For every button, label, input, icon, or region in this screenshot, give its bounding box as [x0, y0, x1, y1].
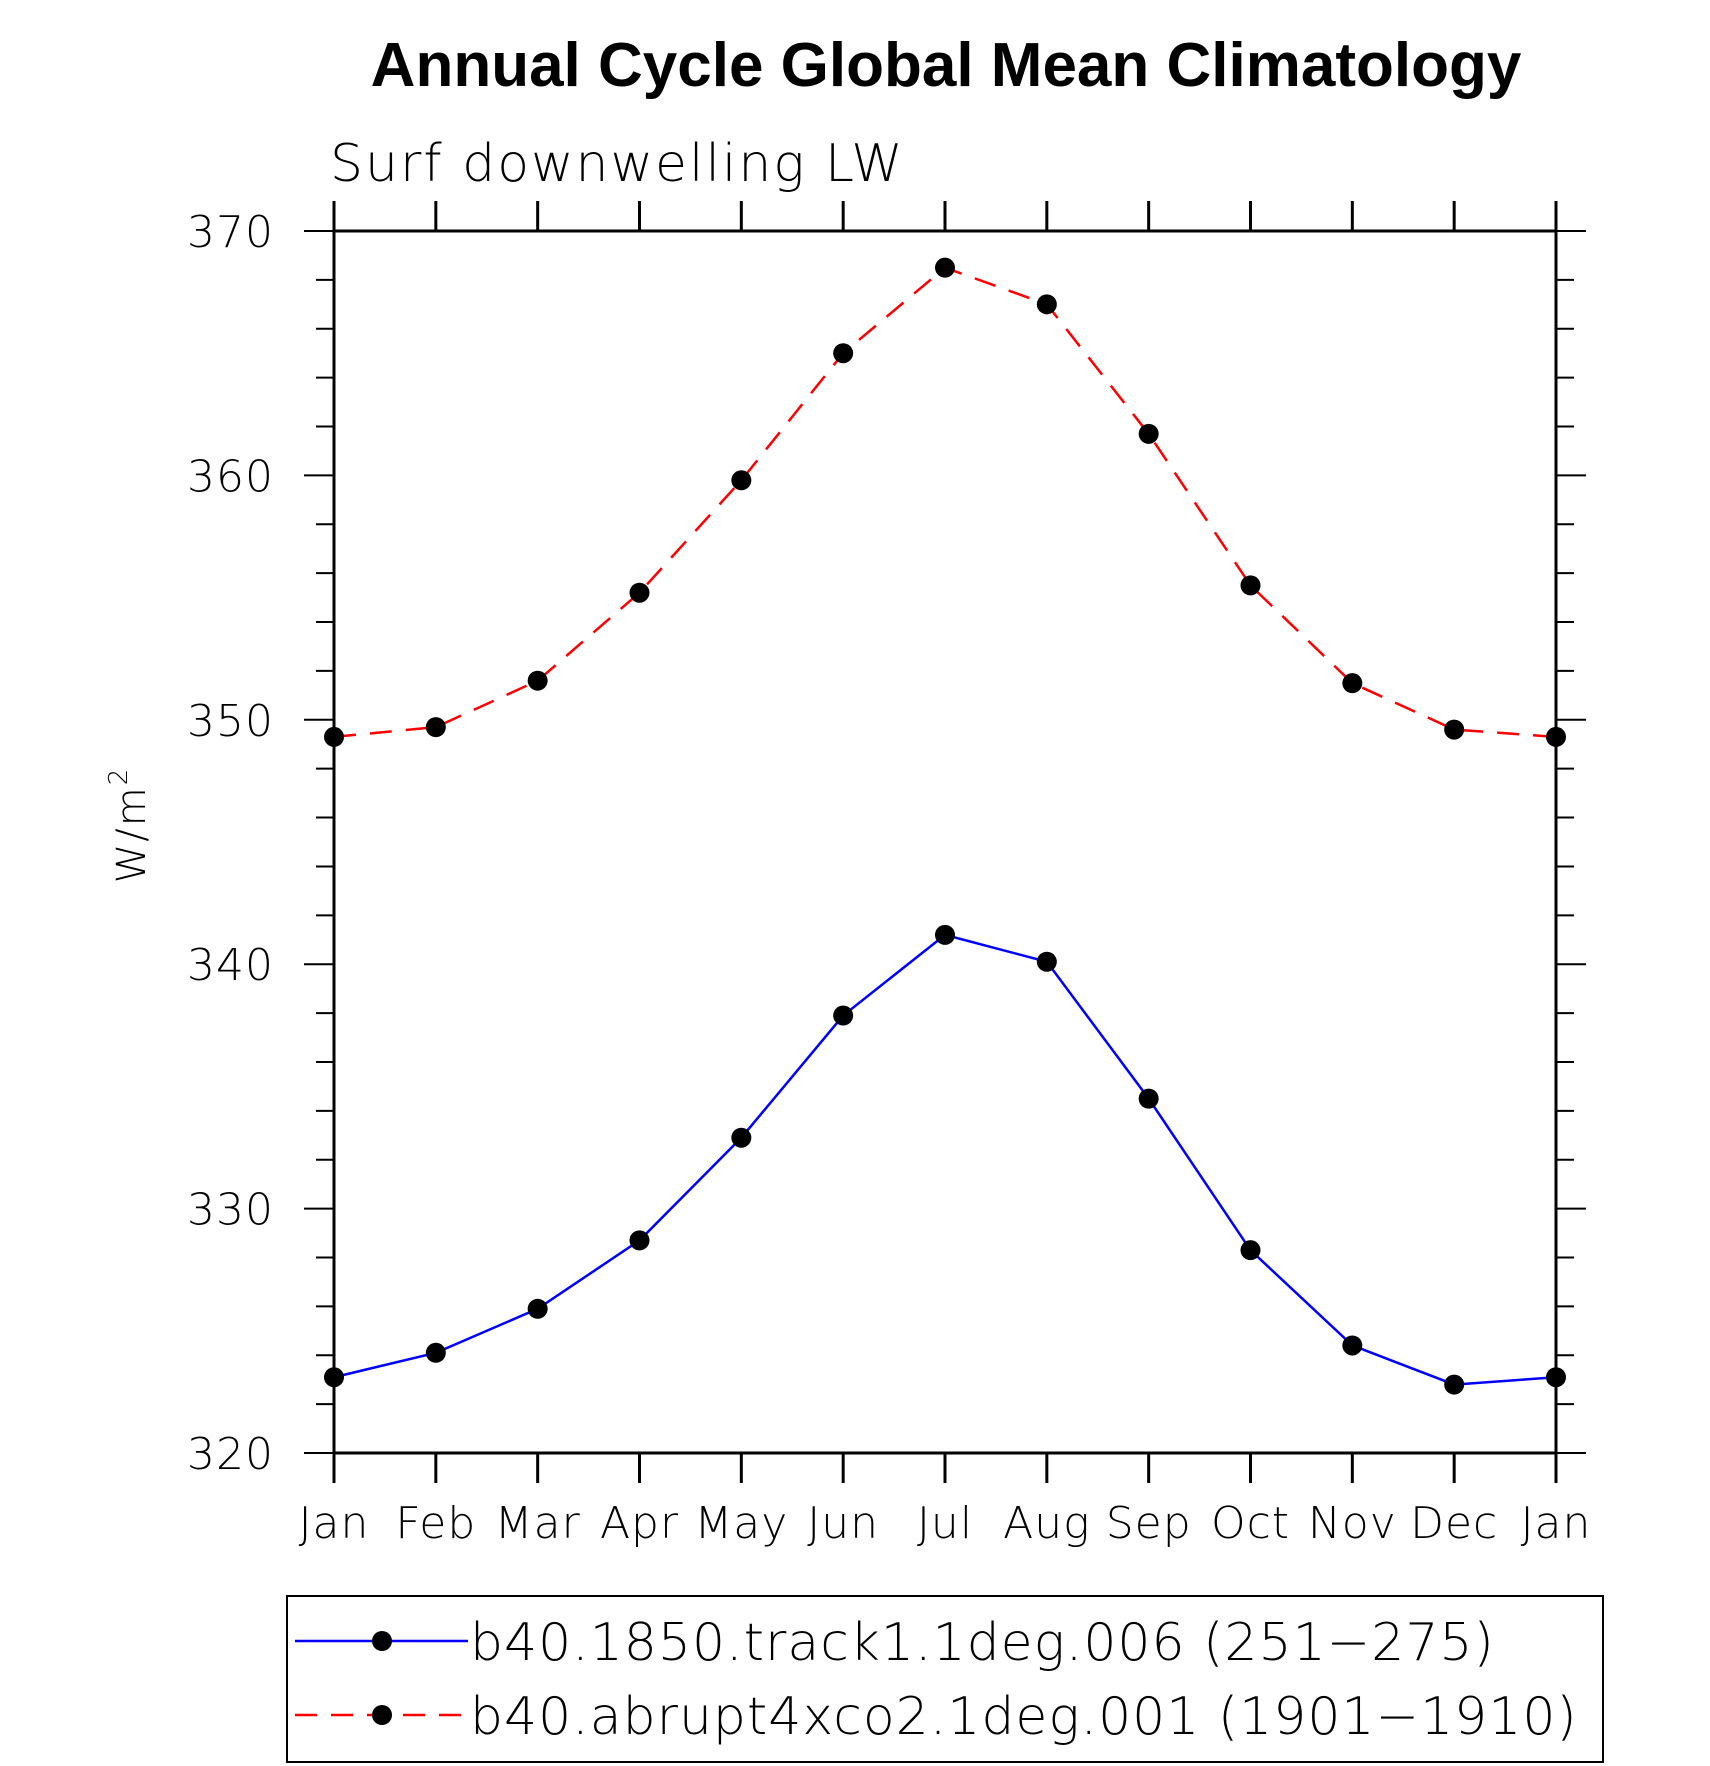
series-1-point	[1342, 1335, 1363, 1356]
y-tick-label: 330	[187, 1185, 274, 1236]
series-1-point	[935, 924, 955, 945]
series-1-point	[1036, 951, 1057, 972]
series-2-point	[1036, 294, 1057, 315]
legend-marker-1	[372, 1631, 392, 1651]
series-2-point	[324, 726, 344, 747]
series-1-point	[324, 1367, 344, 1388]
series-layer	[324, 257, 1566, 1395]
legend-label-1: b40.1850.track1.1deg.006 (251−275)	[470, 1613, 1495, 1673]
series-2-point	[935, 257, 955, 278]
series-2-point	[1240, 575, 1261, 596]
series-1-point	[629, 1230, 650, 1251]
x-tick-label: Jan	[299, 1498, 370, 1549]
x-tick-label: Apr	[600, 1498, 679, 1549]
chart-subtitle: Surf downwelling LW	[330, 134, 905, 194]
y-axis-label-superscript: 2	[104, 767, 134, 786]
series-1-point	[527, 1298, 548, 1319]
series-2-point	[1138, 423, 1159, 444]
x-tick-label: May	[694, 1498, 788, 1549]
x-tick-label: Jun	[807, 1498, 879, 1549]
y-tick-label: 340	[187, 940, 274, 991]
x-tick-label: Nov	[1308, 1498, 1397, 1549]
y-tick-label: 360	[187, 451, 274, 502]
series-line-2	[333, 266, 1557, 739]
y-tick-label: 320	[187, 1429, 274, 1480]
x-tick-label: Jul	[917, 1498, 973, 1549]
y-axis-label: W/m2	[104, 767, 155, 884]
series-2-point	[425, 717, 446, 738]
series-1-point	[1240, 1240, 1261, 1261]
y-axis-label-text: W/m	[109, 785, 155, 883]
chart-title: Annual Cycle Global Mean Climatology	[371, 31, 1522, 100]
series-2-point	[833, 343, 854, 364]
x-tick-label: Sep	[1106, 1498, 1192, 1549]
x-tick-label: Aug	[1003, 1498, 1090, 1549]
legend-label-2: b40.abrupt4xco2.1deg.001 (1901−1910)	[470, 1687, 1578, 1747]
x-tick-label: Jan	[1521, 1498, 1592, 1549]
series-1-point	[1546, 1367, 1566, 1388]
legend-box	[286, 1595, 1604, 1763]
series-2-point	[629, 582, 650, 603]
series-1-point	[425, 1342, 446, 1363]
series-1-point	[1138, 1088, 1159, 1109]
series-2-point	[527, 670, 548, 691]
axes-layer: Jan Feb Mar Apr May Jun Jul Aug Sep Oct Nov Dec Jan 3…	[187, 201, 1592, 1549]
series-line-1	[333, 933, 1557, 1386]
series-2-point	[1342, 673, 1363, 694]
series-2-point	[731, 470, 752, 491]
series-1-point	[731, 1127, 752, 1148]
x-tick-label: Dec	[1410, 1498, 1498, 1549]
legend-marker-2	[372, 1705, 392, 1725]
series-2-point	[1546, 726, 1566, 747]
y-tick-label: 350	[187, 696, 274, 747]
x-tick-label: Feb	[395, 1498, 476, 1549]
series-1-point	[833, 1005, 854, 1026]
series-2-point	[1444, 719, 1465, 740]
series-1-point	[1444, 1374, 1465, 1395]
plot-frame	[332, 229, 1558, 1455]
x-tick-label: Oct	[1211, 1498, 1290, 1549]
x-tick-label: Mar	[495, 1498, 581, 1549]
legend: b40.1850.track1.1deg.006 (251−275) b40.ab…	[286, 1595, 1604, 1763]
y-tick-label: 370	[187, 207, 274, 258]
